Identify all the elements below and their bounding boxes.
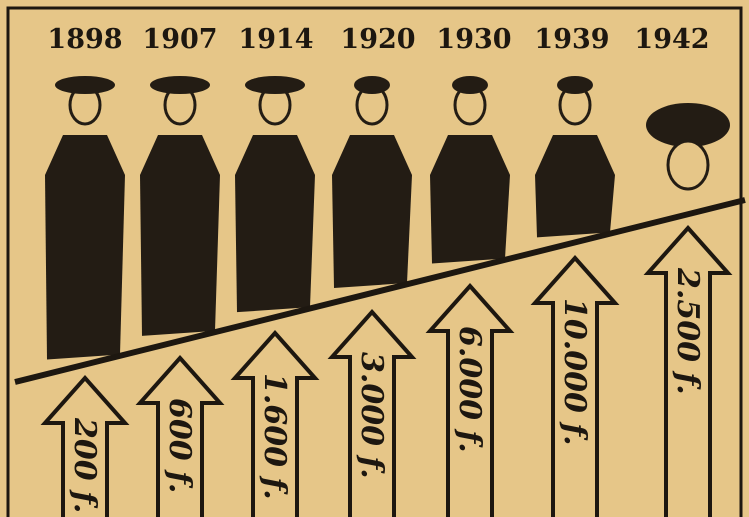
figure-body <box>235 135 315 312</box>
year-label: 1920 <box>340 24 415 55</box>
figure-head <box>668 141 708 189</box>
year-label: 1942 <box>634 24 709 55</box>
figure-body <box>140 135 220 336</box>
price-label: 3.000 f. <box>354 352 389 479</box>
figure-hat <box>55 76 115 94</box>
price-label: 600 f. <box>162 398 197 493</box>
year-label: 1914 <box>238 24 313 55</box>
year-label: 1907 <box>142 24 217 55</box>
price-label: 6.000 f. <box>452 326 487 453</box>
figure-hat <box>354 76 390 94</box>
figure-body <box>332 135 412 288</box>
year-label: 1930 <box>436 24 511 55</box>
figure-body <box>430 135 510 264</box>
figure-body <box>45 135 125 360</box>
figure-hat <box>150 76 210 94</box>
figure-hat <box>557 76 593 94</box>
figure-hat <box>245 76 305 94</box>
year-label: 1898 <box>47 24 122 55</box>
illustration: 1898 200 f. 1907 600 f. 1914 1.600 f. 1920 3.00… <box>0 0 749 517</box>
price-label: 10.000 f. <box>557 298 592 446</box>
figure-hat <box>452 76 488 94</box>
figure-body <box>535 135 615 237</box>
price-label: 200 f. <box>67 417 102 513</box>
price-label: 2.500 f. <box>670 267 705 395</box>
price-label: 1.600 f. <box>257 373 292 500</box>
year-label: 1939 <box>534 24 609 55</box>
